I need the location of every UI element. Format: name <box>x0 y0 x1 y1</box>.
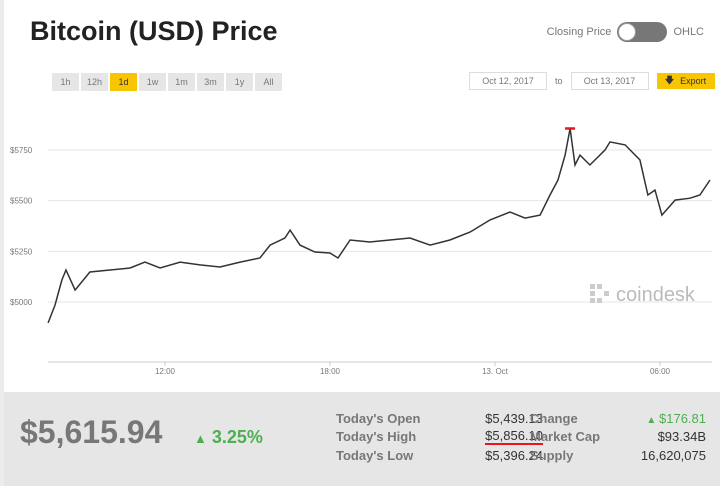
chart-mode-toggle-group: Closing Price OHLC <box>547 22 704 42</box>
closing-price-label: Closing Price <box>546 26 612 38</box>
date-to-label: to <box>555 76 563 86</box>
toggle-knob <box>618 23 637 41</box>
up-triangle-icon: ▲ <box>194 431 207 446</box>
stat-value: $93.34B <box>657 429 706 444</box>
stat-label: Today's Low <box>336 448 414 463</box>
x-tick-label: 06:00 <box>650 367 671 376</box>
stat-label: Today's Open <box>336 411 421 426</box>
x-tick-label: 13. Oct <box>482 367 509 376</box>
change-percent-value: 3.25% <box>211 427 263 447</box>
range-1y[interactable]: 1y <box>226 73 253 91</box>
range-3m[interactable]: 3m <box>197 73 224 91</box>
export-label: Export <box>680 76 707 86</box>
x-tick-label: 12:00 <box>155 367 176 376</box>
watermark-text: coindesk <box>616 284 696 306</box>
coindesk-watermark: coindesk <box>590 284 696 306</box>
price-line <box>47 128 711 324</box>
stat-label: Today's High <box>336 429 417 444</box>
stat-value: $5,396.24 <box>485 448 543 463</box>
page-edge <box>0 0 4 486</box>
date-from-input[interactable]: Oct 12, 2017 <box>469 72 547 90</box>
change-percent: ▲ 3.25% <box>194 427 263 448</box>
date-to-input[interactable]: Oct 13, 2017 <box>570 72 649 90</box>
range-1d[interactable]: 1d <box>110 73 137 91</box>
stat-value: $5,856.10 <box>485 428 543 445</box>
page-title: Bitcoin (USD) Price <box>30 16 278 46</box>
stat-label: Supply <box>530 448 574 463</box>
range-1h[interactable]: 1h <box>52 73 79 91</box>
stat-label: Market Cap <box>530 429 601 444</box>
x-tick-label: 18:00 <box>320 367 341 376</box>
summary-panel: $5,615.94 ▲ 3.25% Today's Open $5,439.13… <box>4 392 720 486</box>
export-button[interactable]: 🡇 Export <box>656 73 715 89</box>
change-value: $176.81 <box>659 411 706 426</box>
y-tick-label: $5500 <box>10 197 33 206</box>
stat-value: 16,620,075 <box>640 448 706 463</box>
price-chart: $5000 $5250 $5500 $5750 coindesk 12:00 18:00… <box>10 127 712 376</box>
stat-label: Change <box>530 411 578 426</box>
range-12h[interactable]: 12h <box>81 73 108 91</box>
ohlc-toggle[interactable] <box>617 22 668 42</box>
download-arrow-icon: 🡇 <box>664 75 675 85</box>
current-price: $5,615.94 <box>20 414 163 450</box>
range-1m[interactable]: 1m <box>168 73 195 91</box>
stat-value: $5,439.13 <box>485 411 543 426</box>
date-range: Oct 12, 2017 to Oct 13, 2017 🡇 Export <box>469 72 715 90</box>
up-triangle-icon: ▲ <box>646 415 659 426</box>
range-selector: 1h 12h 1d 1w 1m 3m 1y All <box>52 73 282 91</box>
y-tick-label: $5250 <box>10 247 33 256</box>
ohlc-label: OHLC <box>673 26 704 38</box>
y-tick-label: $5750 <box>10 146 33 155</box>
range-1w[interactable]: 1w <box>139 73 166 91</box>
range-all[interactable]: All <box>255 73 282 91</box>
stat-value: ▲ $176.81 <box>646 410 706 431</box>
y-tick-label: $5000 <box>10 298 33 307</box>
